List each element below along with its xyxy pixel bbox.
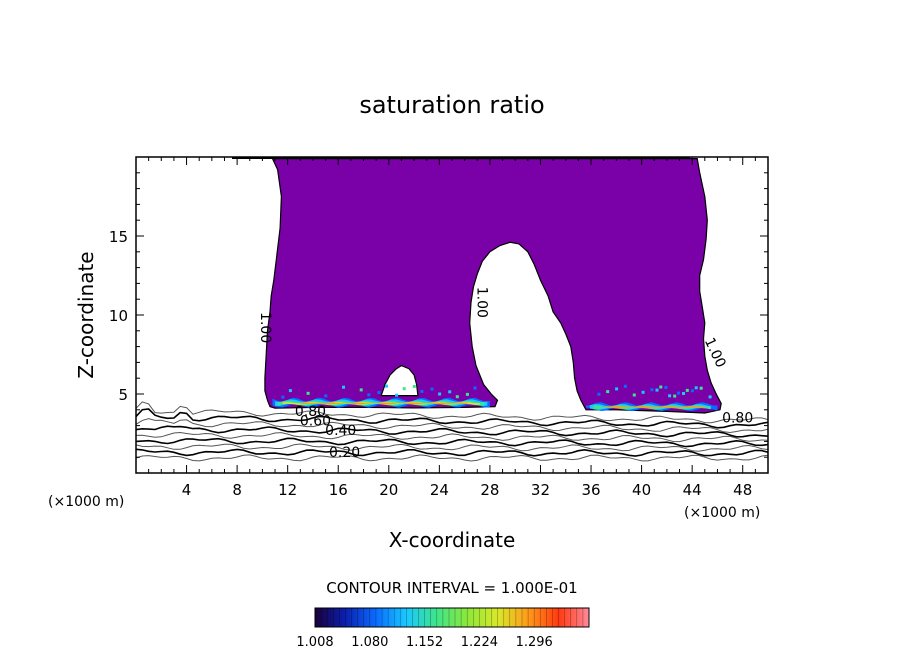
x-tick-label: 36 <box>581 481 600 499</box>
saturation-speck <box>465 392 469 396</box>
saturation-speck <box>677 391 680 395</box>
saturation-speck <box>685 388 689 392</box>
chart-title: saturation ratio <box>359 91 544 119</box>
saturation-speck <box>632 393 636 397</box>
contour-label: 0.20 <box>329 445 360 461</box>
saturation-speck <box>673 394 677 398</box>
supersaturation-bands <box>272 384 718 412</box>
contour-line <box>136 431 768 443</box>
saturation-speck <box>342 385 345 389</box>
x-tick-label: 4 <box>182 481 192 499</box>
x-units-right: (×1000 m) <box>684 505 760 521</box>
saturation-speck <box>615 387 619 391</box>
saturation-speck <box>699 386 703 390</box>
colorbar-frame <box>314 607 590 628</box>
saturation-speck <box>650 388 654 392</box>
contour-interval-text: CONTOUR INTERVAL = 1.000E-01 <box>326 579 577 597</box>
y-tick-label: 15 <box>109 228 128 246</box>
saturation-speck <box>420 389 424 393</box>
colorbar-label: 1.080 <box>351 635 388 650</box>
saturation-speck <box>694 386 698 390</box>
x-tick-label: 12 <box>278 481 297 499</box>
colorbar-label: 1.224 <box>461 635 498 650</box>
contour-label: 1.00 <box>257 312 273 343</box>
x-tick-label: 32 <box>531 481 550 499</box>
x-axis-label: X-coordinate <box>389 528 516 552</box>
saturation-speck <box>385 384 388 388</box>
contour-line <box>136 418 768 434</box>
saturation-speck <box>606 390 610 394</box>
y-axis-label: Z-coordinate <box>74 251 98 378</box>
saturation-speck <box>455 395 459 399</box>
x-tick-label: 20 <box>379 481 398 499</box>
saturation-band <box>300 402 468 405</box>
saturation-speck <box>281 395 285 399</box>
colorbar-label: 1.152 <box>406 635 443 650</box>
contour-label: 0.80 <box>722 410 753 426</box>
colorbar: 1.008 1.080 1.152 1.224 1.296 <box>296 607 590 650</box>
x-tick-label: 40 <box>632 481 651 499</box>
saturation-speck <box>288 389 292 393</box>
contour-line <box>136 401 768 424</box>
contour-line <box>136 454 768 462</box>
contour-lines <box>136 401 768 462</box>
saturation-speck <box>324 394 328 398</box>
saturation-band <box>603 406 705 409</box>
contour-line <box>136 408 768 429</box>
saturation-speck <box>438 392 442 396</box>
saturation-speck <box>402 387 406 391</box>
x-tick-label: 16 <box>329 481 348 499</box>
saturation-speck <box>377 391 381 394</box>
saturation-speck <box>659 385 663 389</box>
saturation-speck <box>708 395 712 399</box>
saturation-speck <box>690 389 694 393</box>
saturation-speck <box>359 388 363 392</box>
contour-line <box>136 425 768 438</box>
saturation-speck <box>473 386 477 390</box>
saturation-speck <box>430 387 434 391</box>
saturation-speck <box>623 384 627 388</box>
contour-label: 0.80 <box>295 404 326 420</box>
contour-line <box>136 448 768 457</box>
contour-line <box>136 437 768 448</box>
x-tick-label: 8 <box>232 481 242 499</box>
saturation-speck <box>306 391 310 395</box>
x-tick-label: 28 <box>480 481 499 499</box>
x-tick-label: 48 <box>733 481 752 499</box>
saturation-speck <box>641 390 645 394</box>
y-tick-label: 10 <box>109 307 128 325</box>
y-tick-label: 5 <box>118 386 128 404</box>
axis-ticks <box>136 157 768 473</box>
colorbar-labels: 1.008 1.080 1.152 1.224 1.296 <box>296 635 552 650</box>
saturation-speck <box>448 390 452 394</box>
x-tick-label: 44 <box>683 481 702 499</box>
x-units-left: (×1000 m) <box>48 494 124 510</box>
saturation-speck <box>412 385 416 388</box>
saturation-speck <box>367 393 371 397</box>
contour-label: 0.60 <box>300 414 331 430</box>
colorbar-label: 1.008 <box>296 635 333 650</box>
saturation-speck <box>395 393 399 397</box>
saturation-speck <box>664 385 668 389</box>
saturation-speck <box>682 392 685 395</box>
contour-label: 1.00 <box>473 287 489 318</box>
x-tick-label: 24 <box>430 481 449 499</box>
saturation-speck <box>655 388 659 392</box>
saturation-speck <box>597 392 601 396</box>
contour-label: 0.40 <box>325 423 356 439</box>
supersaturation-fill <box>264 158 722 414</box>
plot-area <box>136 157 768 462</box>
saturation-speck <box>668 394 672 398</box>
contour-line <box>136 443 768 452</box>
colorbar-gradient <box>315 608 589 627</box>
colorbar-label: 1.296 <box>516 635 553 650</box>
